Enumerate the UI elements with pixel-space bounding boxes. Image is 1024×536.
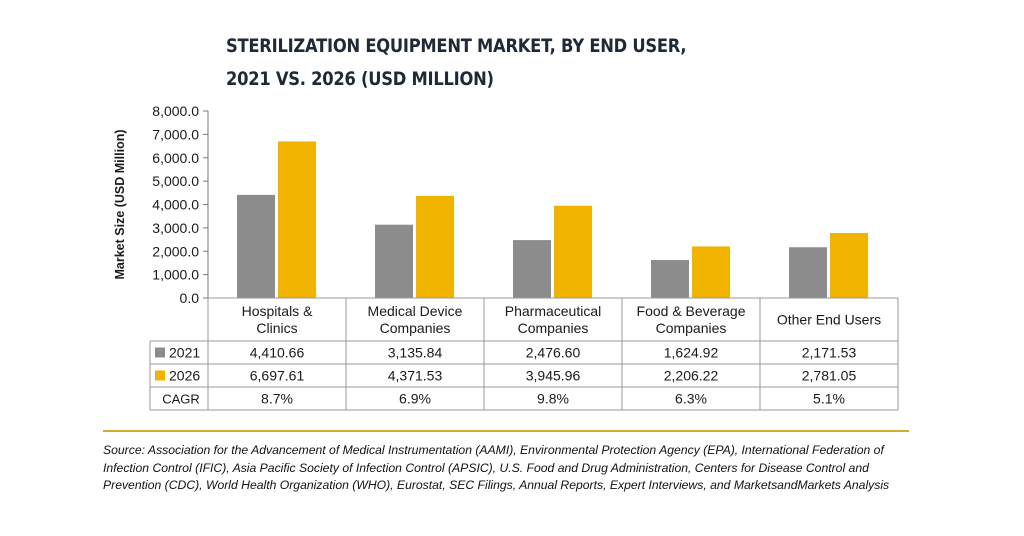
cagr-value: 5.1% [813,391,845,407]
y-tick-label: 1,000.0 [152,267,199,283]
bar-chart: 0.0 1,000.0 2,000.0 3,000.0 4,000.0 5,000.0 6,… [113,103,899,411]
category-label: Pharmaceutical [505,303,602,319]
bar-2021-4 [789,247,827,298]
category-label: Companies [656,320,727,336]
legend-label-2021: 2021 [169,345,200,361]
data-label-2021: 3,135.84 [388,345,443,361]
data-label-2026: 2,781.05 [802,368,857,384]
data-label-2026: 4,371.53 [388,368,443,384]
cagr-value: 9.8% [537,391,569,407]
category-label: Hospitals & [242,303,313,319]
source-divider [103,430,909,432]
data-label-2026: 3,945.96 [526,368,581,384]
category-label: Medical Device [368,303,463,319]
y-tick-label: 5,000.0 [152,173,199,189]
bar-2026-0 [278,141,316,298]
chart-title-line-2: 2021 VS. 2026 (USD MILLION) [226,68,494,90]
chart-title: STERILIZATION EQUIPMENT MARKET, BY END U… [226,30,708,96]
y-tick-label: 7,000.0 [152,126,199,142]
y-axis-label: Market Size (USD Million) [113,129,127,279]
data-label-2021: 1,624.92 [664,345,719,361]
cagr-value: 6.3% [675,391,707,407]
legend-swatch-2021 [155,347,165,358]
y-tick-label: 0.0 [180,290,200,306]
bar-2026-1 [416,195,454,298]
cagr-value: 8.7% [261,391,293,407]
category-label: Companies [518,320,589,336]
y-tick-label: 4,000.0 [152,197,199,213]
y-tick-label: 8,000.0 [152,103,199,119]
chart-title-line-1: STERILIZATION EQUIPMENT MARKET, BY END U… [226,35,687,57]
bar-2026-2 [554,205,592,298]
data-label-2021: 2,476.60 [526,345,581,361]
y-tick-label: 2,000.0 [152,243,199,259]
source-note: Source: Association for the Advancement … [103,443,890,493]
cagr-row-label: CAGR [162,392,200,407]
category-label: Companies [380,320,451,336]
bar-2021-3 [651,260,689,298]
bar-2026-3 [692,246,730,298]
legend-swatch-2026 [155,370,165,381]
bar-2021-2 [513,240,551,298]
data-label-2021: 2,171.53 [802,345,857,361]
legend-label-2026: 2026 [169,368,200,384]
y-tick-label: 3,000.0 [152,220,199,236]
category-label: Clinics [256,320,297,336]
bar-2021-1 [375,224,413,298]
bar-2026-4 [830,232,868,298]
cagr-value: 6.9% [399,391,431,407]
data-label-2021: 4,410.66 [250,345,305,361]
category-label: Other End Users [777,312,881,328]
data-label-2026: 6,697.61 [250,368,305,384]
bar-2021-0 [237,194,275,298]
data-label-2026: 2,206.22 [664,368,719,384]
category-label: Food & Beverage [637,303,746,319]
y-tick-label: 6,000.0 [152,150,199,166]
